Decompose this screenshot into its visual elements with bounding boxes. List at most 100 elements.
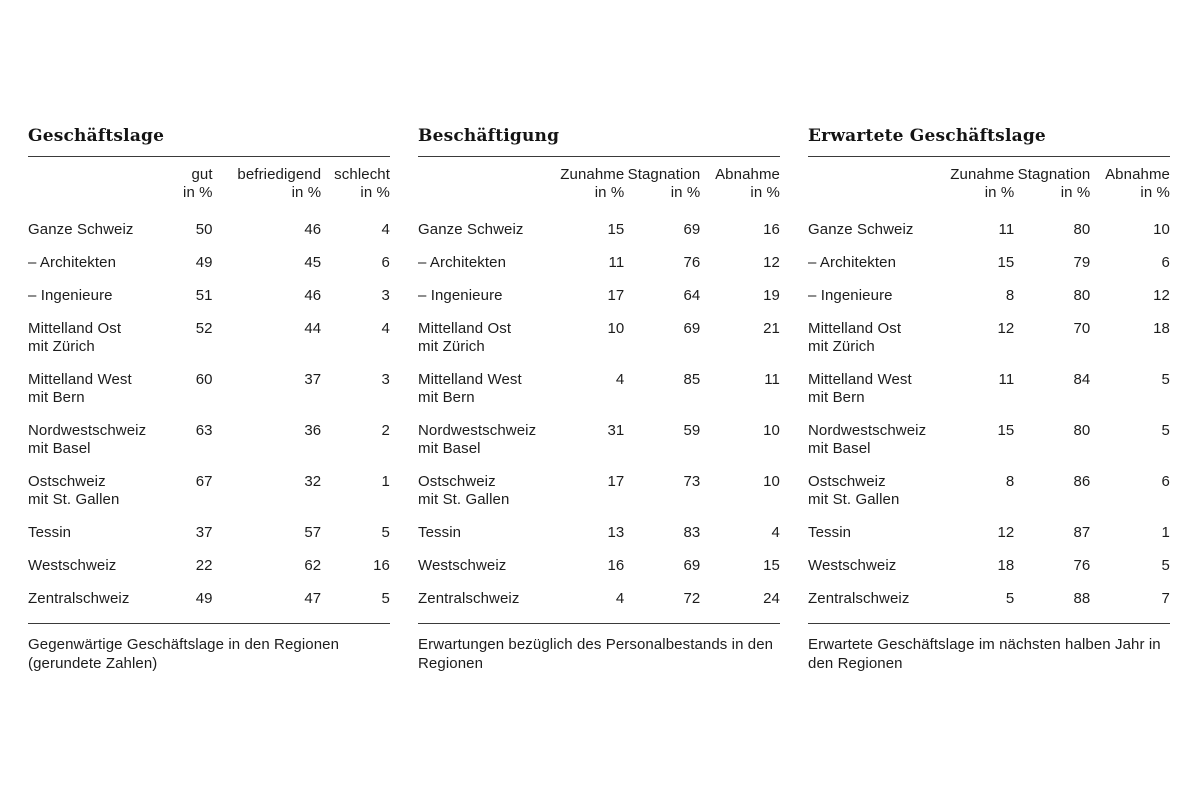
region-label-line1: – Architekten — [418, 254, 507, 271]
region-label: Nordwestschweiz mit Basel — [28, 422, 158, 473]
region-label-line1: Ostschweiz — [418, 473, 496, 490]
column-header: befriedigend in % — [213, 157, 322, 221]
region-label-line2: mit Basel — [418, 440, 481, 457]
value-cell: 24 — [763, 590, 780, 607]
value-cell: 70 — [1073, 320, 1091, 337]
value-cell: 62 — [304, 557, 322, 574]
header-row: Zunahme in % Stagnation in % Abnahme in … — [808, 157, 1170, 221]
column-header: Zunahme in % — [938, 157, 1014, 221]
value-cell: 10 — [763, 422, 780, 439]
value-cell: 88 — [1073, 590, 1091, 607]
region-label-line1: Westschweiz — [28, 557, 117, 574]
data-table: gut in % befriedigend in % schlecht in % — [28, 157, 390, 623]
region-label: Zentralschweiz — [808, 590, 938, 623]
table-row: Mittelland Ost mit Zürich 10 69 21 — [418, 320, 780, 371]
column-header-line2: in % — [750, 184, 780, 201]
region-label: Nordwestschweiz mit Basel — [418, 422, 548, 473]
table-row: Ostschweiz mit St. Gallen 67 32 1 — [28, 473, 390, 524]
region-label: – Architekten — [418, 254, 548, 287]
value-cell: 51 — [195, 287, 213, 304]
table-row: Mittelland West mit Bern 4 85 11 — [418, 371, 780, 422]
value-cell: 16 — [607, 557, 625, 574]
value-cell: 63 — [195, 422, 213, 439]
value-cell: 16 — [763, 221, 780, 238]
column-header: Stagnation in % — [1014, 157, 1091, 221]
value-cell: 1 — [381, 473, 390, 490]
region-label: Mittelland West mit Bern — [28, 371, 158, 422]
region-label: Ostschweiz mit St. Gallen — [418, 473, 548, 524]
value-cell: 5 — [1161, 557, 1170, 574]
value-cell: 21 — [763, 320, 780, 337]
region-label: Nordwestschweiz mit Basel — [808, 422, 938, 473]
region-label-line1: Ganze Schweiz — [28, 221, 134, 238]
value-cell: 10 — [607, 320, 625, 337]
value-cell: 12 — [1153, 287, 1170, 304]
column-header-line2: in % — [1060, 184, 1091, 201]
value-cell: 16 — [373, 557, 390, 574]
region-label-line1: – Architekten — [28, 254, 117, 271]
value-cell: 17 — [607, 287, 625, 304]
region-label-line1: Ostschweiz — [28, 473, 106, 490]
table-row: Westschweiz 18 76 5 — [808, 557, 1170, 590]
table-title: Beschäftigung — [418, 126, 560, 146]
region-label-line2: mit Zürich — [418, 338, 485, 355]
value-cell: 11 — [998, 371, 1015, 388]
table-row: Zentralschweiz 4 72 24 — [418, 590, 780, 623]
region-label-line2: mit Basel — [28, 440, 91, 457]
region-label-line1: Westschweiz — [418, 557, 507, 574]
value-cell: 80 — [1073, 287, 1091, 304]
region-label-line2: mit St. Gallen — [418, 491, 510, 508]
region-label-line2: mit Basel — [808, 440, 871, 457]
value-cell: 69 — [683, 221, 701, 238]
column-header-line2: in % — [984, 184, 1015, 201]
table-caption: Erwartete Geschäftslage im nächsten halb… — [808, 636, 1161, 672]
region-label-line2: mit Bern — [28, 389, 85, 406]
region-label: Westschweiz — [808, 557, 938, 590]
table-row: Ostschweiz mit St. Gallen 17 73 10 — [418, 473, 780, 524]
column-header-line1: Stagnation — [627, 166, 701, 183]
table-row: Nordwestschweiz mit Basel 31 59 10 — [418, 422, 780, 473]
value-cell: 3 — [381, 371, 390, 388]
column-header: Zunahme in % — [548, 157, 624, 221]
value-cell: 85 — [683, 371, 701, 388]
value-cell: 8 — [1005, 287, 1015, 304]
table-row: Ganze Schweiz 11 80 10 — [808, 221, 1170, 254]
table-row: Mittelland West mit Bern 11 84 5 — [808, 371, 1170, 422]
region-label-line2: mit Bern — [808, 389, 865, 406]
tables-row: Geschäftslage gut in % befriedigend — [28, 126, 1170, 673]
region-label-line1: – Ingenieure — [808, 287, 893, 304]
table-row: Tessin 37 57 5 — [28, 524, 390, 557]
value-cell: 5 — [1161, 371, 1170, 388]
value-cell: 4 — [381, 221, 390, 238]
value-cell: 18 — [1153, 320, 1170, 337]
header-row: gut in % befriedigend in % schlecht in % — [28, 157, 390, 221]
column-header-line2: in % — [594, 184, 625, 201]
column-header-line1: gut — [191, 166, 213, 183]
value-cell: 18 — [997, 557, 1015, 574]
value-cell: 83 — [683, 524, 701, 541]
value-cell: 76 — [683, 254, 701, 271]
column-header-line2: in % — [670, 184, 701, 201]
region-label: Ostschweiz mit St. Gallen — [28, 473, 158, 524]
value-cell: 5 — [381, 590, 390, 607]
column-header-line1: Abnahme — [1105, 166, 1170, 183]
value-cell: 5 — [1161, 422, 1170, 439]
table-row: – Ingenieure 17 64 19 — [418, 287, 780, 320]
value-cell: 8 — [1005, 473, 1015, 490]
table-caption: Erwartungen bezüglich des Personalbestan… — [418, 636, 774, 672]
region-label-line1: Mittelland Ost — [28, 320, 122, 337]
empty-header-cell — [418, 157, 548, 221]
region-label: Ganze Schweiz — [28, 221, 158, 254]
value-cell: 6 — [1161, 254, 1170, 271]
value-cell: 4 — [381, 320, 390, 337]
value-cell: 45 — [304, 254, 322, 271]
value-cell: 5 — [381, 524, 390, 541]
region-label-line2: mit Bern — [418, 389, 475, 406]
data-table: Zunahme in % Stagnation in % Abnahme in … — [808, 157, 1170, 623]
region-label-line2: mit Zürich — [28, 338, 95, 355]
region-label-line1: Tessin — [418, 524, 462, 541]
footer-rule — [418, 623, 780, 624]
region-label-line1: Westschweiz — [808, 557, 897, 574]
empty-header-cell — [28, 157, 158, 221]
